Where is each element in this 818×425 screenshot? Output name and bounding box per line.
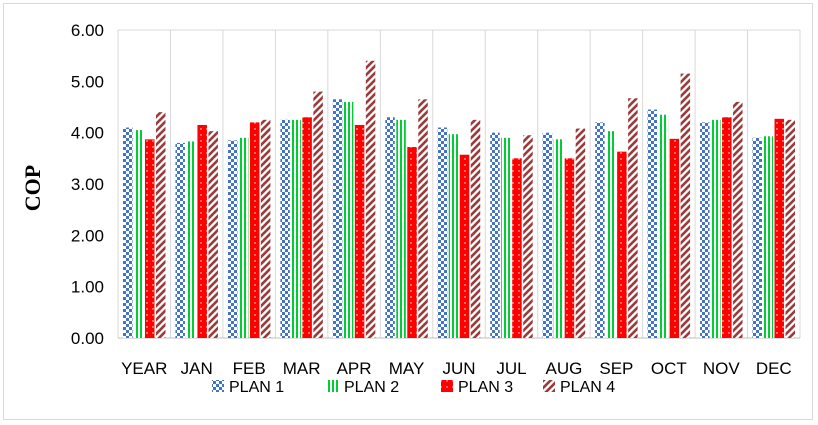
- bar-plan-2-mar: [291, 119, 301, 338]
- bar-plan-1-oct: [647, 109, 658, 338]
- bar-plan-3-sep: [617, 151, 627, 338]
- bar-plan-2-aug: [553, 139, 564, 338]
- x-tick-label: MAR: [283, 359, 321, 378]
- bar-plan-1-apr: [332, 99, 343, 338]
- bar-plan-4-jan: [208, 131, 218, 338]
- y-tick-label: 5.00: [71, 72, 104, 91]
- bar-plan-2-year: [133, 130, 144, 338]
- bar-plan-1-nov: [700, 122, 710, 339]
- bar-plan-3-feb: [249, 122, 260, 339]
- bar-plan-2-jun: [448, 134, 459, 338]
- bar-plan-3-may: [407, 147, 417, 338]
- bar-plan-4-feb: [260, 119, 271, 338]
- legend-label-plan-4: PLAN 4: [560, 379, 615, 396]
- legend-label-plan-3: PLAN 3: [458, 379, 513, 396]
- x-tick-label: DEC: [756, 359, 792, 378]
- bar-plan-4-sep: [628, 98, 638, 338]
- bar-plan-3-jun: [459, 154, 470, 338]
- x-tick-label: JUL: [496, 359, 526, 378]
- bar-plan-1-may: [385, 117, 395, 339]
- bar-plan-4-dec: [785, 119, 796, 338]
- bar-plan-2-apr: [343, 101, 354, 338]
- bar-plan-4-may: [418, 99, 428, 338]
- bar-plan-2-feb: [238, 137, 249, 338]
- bar-plan-1-sep: [595, 122, 605, 339]
- legend-swatch-plan-3: [441, 380, 453, 392]
- bar-plan-1-jun: [437, 127, 448, 339]
- bar-plan-2-oct: [658, 114, 669, 338]
- y-tick-label: 3.00: [71, 175, 104, 194]
- bar-plan-1-aug: [542, 132, 553, 338]
- bar-plan-3-year: [144, 139, 155, 338]
- bar-plan-3-jul: [512, 158, 522, 338]
- bar-plan-4-jul: [523, 135, 533, 338]
- bar-plan-2-jul: [501, 137, 511, 338]
- bar-plan-3-oct: [669, 138, 680, 338]
- bar-plan-4-apr: [365, 60, 376, 339]
- legend-label-plan-1: PLAN 1: [229, 379, 284, 396]
- bars: [122, 60, 796, 339]
- bar-plan-3-aug: [564, 158, 575, 338]
- legend-swatch-plan-4: [543, 380, 555, 392]
- bar-plan-1-mar: [280, 119, 290, 338]
- bar-plan-2-dec: [763, 136, 774, 338]
- bar-plan-4-year: [155, 112, 166, 338]
- bar-plan-4-nov: [733, 101, 743, 338]
- bar-plan-4-mar: [313, 91, 323, 338]
- bar-plan-2-nov: [711, 119, 721, 338]
- y-axis-label: COP: [20, 165, 45, 211]
- legend-label-plan-2: PLAN 2: [344, 379, 399, 396]
- bar-plan-1-year: [122, 127, 133, 339]
- bar-plan-3-apr: [354, 124, 365, 338]
- x-tick-label: AUG: [546, 359, 583, 378]
- bar-plan-1-dec: [752, 137, 763, 338]
- bar-plan-4-aug: [575, 128, 586, 338]
- x-tick-label: APR: [337, 359, 372, 378]
- gridlines: [117, 29, 801, 338]
- x-tick-label: JAN: [181, 359, 213, 378]
- x-tick-label: YEAR: [121, 359, 167, 378]
- bar-plan-2-sep: [606, 131, 616, 338]
- y-tick-label: 2.00: [71, 226, 104, 245]
- legend-swatch-plan-1: [212, 380, 224, 392]
- x-tick-label: FEB: [233, 359, 266, 378]
- y-tick-label: 6.00: [71, 21, 104, 40]
- legend-swatch-plan-2: [327, 380, 339, 392]
- x-tick-label: JUN: [442, 359, 475, 378]
- bar-plan-4-jun: [470, 119, 481, 338]
- bar-plan-3-dec: [774, 118, 785, 338]
- bar-plan-1-jul: [490, 132, 500, 338]
- y-tick-label: 0.00: [71, 329, 104, 348]
- bar-plan-3-nov: [722, 117, 732, 339]
- x-tick-label: MAY: [389, 359, 425, 378]
- bar-plan-3-jan: [197, 124, 207, 338]
- bar-plan-2-may: [396, 119, 406, 338]
- bar-plan-1-feb: [227, 140, 238, 338]
- x-tick-labels: YEAR JAN FEB MAR APR MAY JUN JUL AUG SEP OCT NOV DEC: [121, 359, 792, 378]
- x-tick-label: OCT: [651, 359, 687, 378]
- bar-plan-3-mar: [302, 117, 312, 339]
- bar-plan-2-jan: [186, 141, 196, 338]
- x-tick-label: SEP: [599, 359, 633, 378]
- y-tick-labels: 0.00 1.00 2.00 3.00 4.00 5.00 6.00: [71, 21, 104, 348]
- x-tick-label: NOV: [703, 359, 741, 378]
- legend: PLAN 1 PLAN 2 PLAN 3 PLAN 4: [212, 379, 615, 396]
- bar-plan-4-oct: [680, 73, 691, 338]
- y-tick-label: 4.00: [71, 124, 104, 143]
- bar-plan-1-jan: [175, 142, 185, 338]
- y-tick-label: 1.00: [71, 278, 104, 297]
